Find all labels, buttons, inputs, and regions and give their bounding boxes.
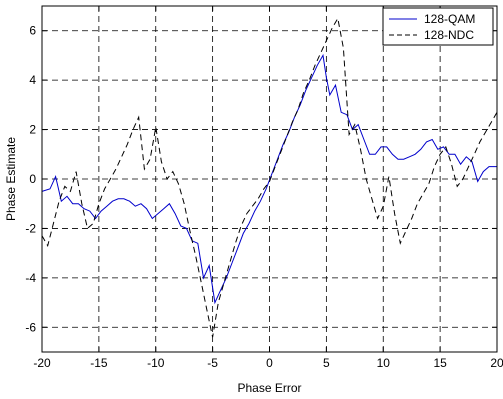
x-tick-label: -15 (90, 356, 108, 370)
x-tick-label: 10 (377, 356, 391, 370)
series-lines (41, 16, 498, 338)
x-axis-title: Phase Error (237, 381, 301, 395)
x-tick-label: -5 (207, 356, 218, 370)
y-axis-title: Phase Estimate (4, 137, 18, 221)
y-tick-label: -2 (25, 221, 36, 235)
x-tick-label: -10 (147, 356, 165, 370)
x-tick-label: 15 (433, 356, 447, 370)
x-tick-label: 20 (490, 356, 503, 370)
grid-lines (41, 6, 498, 352)
y-tick-label: 6 (29, 24, 36, 38)
legend-label-128-ndc: 128-NDC (424, 28, 474, 42)
y-tick-label: 0 (29, 172, 36, 186)
x-tick-label: 0 (266, 356, 273, 370)
y-tick-label: 4 (29, 73, 36, 87)
y-tick-label: 2 (29, 123, 36, 137)
x-tick-label: 5 (323, 356, 330, 370)
y-tick-label: -6 (25, 320, 36, 334)
series-line-128-ndc (41, 16, 498, 338)
series-line-128-qam (41, 53, 497, 305)
legend: 128-QAM 128-NDC (382, 7, 494, 46)
legend-box (382, 7, 494, 46)
legend-label-128-qam: 128-QAM (424, 12, 475, 26)
x-tick-label: -20 (33, 356, 51, 370)
y-tick-label: -4 (25, 271, 36, 285)
